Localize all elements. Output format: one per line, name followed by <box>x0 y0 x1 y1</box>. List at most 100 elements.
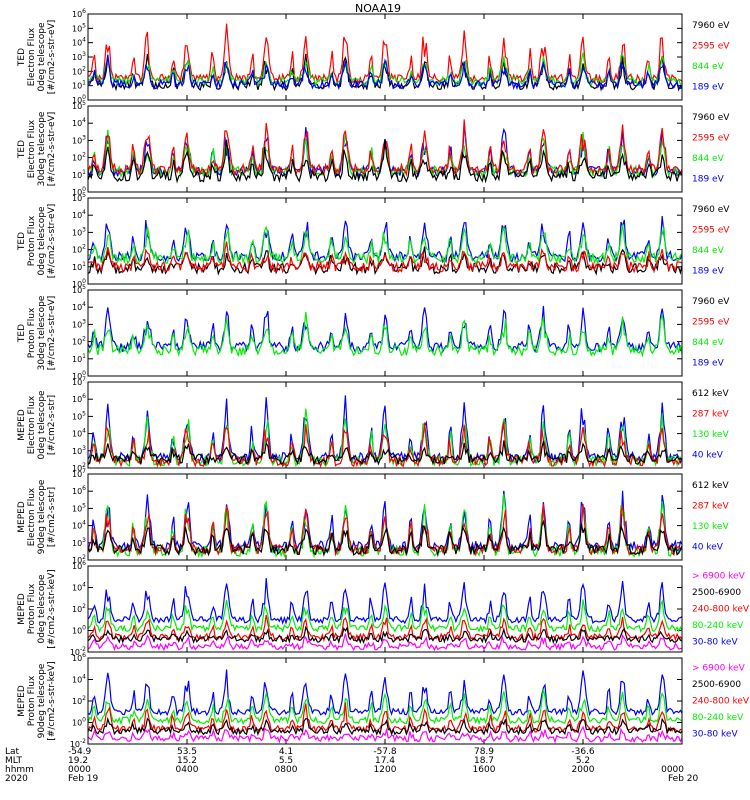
y-tick-label: 102 <box>72 462 86 473</box>
y-tick-label: 102 <box>72 603 86 614</box>
series-844-ev <box>87 224 683 266</box>
y-tick-label: 102 <box>72 336 86 347</box>
series-2500-6900 <box>87 716 683 737</box>
legend-entry: 80-240 keV <box>692 621 744 631</box>
y-tick-label: 106 <box>72 8 86 19</box>
legend-entry: > 6900 keV <box>692 663 746 673</box>
x-row-label: 2020 <box>5 774 28 784</box>
y-tick-label: 104 <box>72 428 86 439</box>
legend-entry: 844 eV <box>692 338 725 348</box>
series-240-800-kev <box>87 702 683 735</box>
series-7960-ev <box>87 139 683 184</box>
y-tick-label: 103 <box>72 445 86 456</box>
legend-entry: 2500-6900 <box>692 680 741 690</box>
x-tick-label: -57.8 <box>373 747 397 757</box>
y-tick-label: 100 <box>72 717 86 728</box>
y-tick-label: 107 <box>72 468 86 479</box>
legend-entry: 240-800 keV <box>692 696 750 706</box>
y-tick-label: 104 <box>72 674 86 685</box>
y-tick-label: 103 <box>72 226 86 237</box>
x-tick-label: 53.5 <box>177 747 197 757</box>
series-612-kev <box>87 440 683 467</box>
y-tick-label: 103 <box>72 51 86 62</box>
y-tick-label: 105 <box>72 100 86 111</box>
legend-entry: 2595 eV <box>692 318 730 328</box>
legend-entry: 40 keV <box>692 451 724 461</box>
series-844-ev <box>87 129 683 179</box>
panel-background <box>88 14 682 100</box>
legend-entry: 844 eV <box>692 246 725 256</box>
panel-4: 100 101 102 103 104 105 TEDProton Flux30deg te… <box>17 284 730 381</box>
y-axis-label: MEPEDElectron Flux90deg telescope[#/cm2-… <box>17 479 57 554</box>
panel-frame <box>87 565 683 653</box>
x-tick-label: 17.4 <box>375 756 395 766</box>
x-date-label: Feb 19 <box>68 774 99 784</box>
legend-entry: 7960 eV <box>692 297 730 307</box>
panel-6: 102 103 104 105 106 107 MEPEDElectron Flux90de… <box>17 468 729 565</box>
x-tick-label: 5.2 <box>576 756 590 766</box>
y-axis-label: MEPEDProton Flux90deg telescope[#/cm2-s-… <box>17 661 57 740</box>
legend-entry: 130 keV <box>692 522 729 532</box>
y-tick-label: 102 <box>72 152 86 163</box>
panel-3: 100 101 102 103 104 105 TEDProton Flux0deg tel… <box>17 192 730 289</box>
series-30-80-kev <box>87 578 683 626</box>
series--6900-kev <box>87 633 683 652</box>
y-tick-label: 102 <box>72 65 86 76</box>
y-tick-label: 102 <box>72 244 86 255</box>
chart-title: NOAA19 <box>355 2 401 15</box>
legend-entry: 40 keV <box>692 543 724 553</box>
panel-frame <box>87 105 683 193</box>
y-tick-label: 10-2 <box>70 738 86 749</box>
series-189-ev <box>87 305 683 354</box>
x-tick-label: 0000 <box>68 765 91 775</box>
legend-entry: 7960 eV <box>692 21 730 31</box>
y-tick-label: 104 <box>72 209 86 220</box>
series-40-kev <box>87 395 683 465</box>
legend-entry: 130 keV <box>692 430 729 440</box>
legend-entry: 189 eV <box>692 175 725 185</box>
y-tick-label: 106 <box>72 485 86 496</box>
y-tick-label: 103 <box>72 318 86 329</box>
legend-entry: 2500-6900 <box>692 588 741 598</box>
y-tick-label: 101 <box>72 353 86 364</box>
y-tick-label: 106 <box>72 560 86 571</box>
legend-entry: 2595 eV <box>692 42 730 52</box>
legend-entry: 7960 eV <box>692 113 730 123</box>
legend-entry: 287 keV <box>692 410 729 420</box>
legend-entry: 240-800 keV <box>692 604 750 614</box>
series-30-80-kev <box>87 669 683 717</box>
y-tick-label: 104 <box>72 37 86 48</box>
legend-entry: 189 eV <box>692 83 725 93</box>
y-tick-label: 105 <box>72 22 86 33</box>
legend-entry: 612 keV <box>692 481 729 491</box>
x-tick-label: 18.7 <box>474 756 494 766</box>
panels: 100 101 102 103 104 105 106 TEDElectron Flux0de… <box>17 8 750 749</box>
series-612-kev <box>87 519 683 558</box>
x-tick-label: 2000 <box>572 765 595 775</box>
panel-1: 100 101 102 103 104 105 106 TEDElectron Flux0de… <box>17 8 730 105</box>
x-tick-label: 15.2 <box>177 756 197 766</box>
x-row-label: Lat <box>5 747 20 757</box>
y-tick-label: 100 <box>72 370 86 381</box>
legend-entry: 30-80 keV <box>692 729 738 739</box>
y-tick-label: 101 <box>72 80 86 91</box>
panel-8: 10-2 100 102 104 106 MEPEDProton Flux90deg te… <box>17 652 750 749</box>
y-tick-label: 105 <box>72 410 86 421</box>
series-287-kev <box>87 421 683 469</box>
panel-frame <box>87 197 683 285</box>
y-tick-label: 100 <box>72 625 86 636</box>
series-80-240-kev <box>87 688 683 726</box>
y-tick-label: 104 <box>72 301 86 312</box>
series-844-ev <box>87 52 683 88</box>
y-axis-label: TEDElectron Flux30deg telescope[#/cm2-s-… <box>17 111 57 186</box>
y-tick-label: 105 <box>72 284 86 295</box>
y-tick-label: 103 <box>72 134 86 145</box>
y-axis-label: TEDProton Flux30deg telescope[#/cm2-s-st… <box>17 295 57 370</box>
y-tick-label: 100 <box>72 278 86 289</box>
x-tick-label: 78.9 <box>474 747 494 757</box>
panel-frame <box>87 473 683 561</box>
legend-entry: 844 eV <box>692 62 725 72</box>
y-tick-label: 101 <box>72 261 86 272</box>
y-tick-label: 104 <box>72 582 86 593</box>
